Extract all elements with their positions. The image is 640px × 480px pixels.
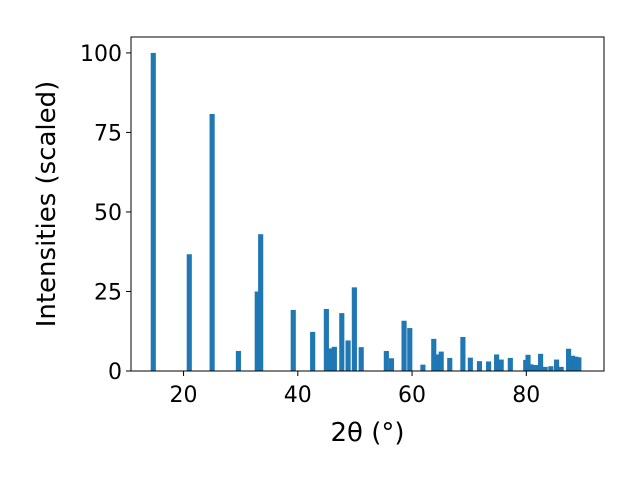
y-axis-ticks: 0 25 50 75 100	[80, 42, 131, 385]
bar	[498, 359, 504, 371]
bar	[494, 354, 500, 371]
bar	[532, 364, 539, 371]
bar	[358, 347, 364, 371]
bar	[310, 331, 316, 371]
bar	[467, 357, 473, 371]
bar	[290, 309, 296, 371]
bar	[388, 358, 395, 371]
y-axis-label: Intensities (scaled)	[32, 81, 62, 328]
x-axis-ticks: 20 40 60 80	[170, 371, 540, 408]
bar	[438, 351, 444, 371]
bar	[548, 366, 554, 371]
y-tick-label: 75	[94, 121, 122, 146]
bar	[460, 336, 466, 371]
bar	[431, 338, 437, 371]
plot-frame	[130, 36, 605, 372]
bar	[258, 234, 264, 371]
bar	[486, 361, 492, 371]
bar	[525, 354, 531, 371]
x-tick-label: 20	[170, 383, 198, 408]
y-tick-label: 100	[80, 42, 122, 67]
bar	[323, 308, 329, 371]
bar	[150, 52, 156, 372]
bar	[383, 350, 389, 371]
bar	[327, 348, 333, 371]
bar-series	[150, 52, 582, 372]
bar	[507, 357, 513, 371]
bar	[576, 357, 582, 371]
bar	[345, 340, 351, 371]
bar	[235, 350, 241, 371]
bar	[542, 366, 548, 371]
bar	[566, 348, 572, 371]
x-tick-label: 80	[512, 383, 540, 408]
y-tick-label: 50	[94, 201, 122, 226]
bar	[447, 357, 453, 371]
x-tick-label: 40	[284, 383, 312, 408]
bar	[538, 353, 544, 371]
y-tick-label: 0	[108, 360, 122, 385]
bar	[254, 291, 260, 371]
bar	[528, 364, 534, 371]
bar	[570, 355, 576, 371]
bar	[558, 366, 564, 371]
bar	[476, 361, 483, 371]
bar	[186, 254, 192, 371]
bar	[331, 346, 337, 371]
bar	[435, 354, 441, 371]
bar	[339, 313, 345, 371]
x-tick-label: 60	[398, 383, 426, 408]
bar	[351, 287, 357, 371]
bar	[209, 113, 215, 371]
bar	[420, 364, 426, 371]
bar	[401, 320, 407, 371]
bar	[554, 359, 560, 371]
bar	[573, 356, 579, 371]
y-tick-label: 25	[94, 280, 122, 305]
bar	[407, 328, 413, 371]
x-axis-label: 2θ (°)	[330, 418, 404, 448]
